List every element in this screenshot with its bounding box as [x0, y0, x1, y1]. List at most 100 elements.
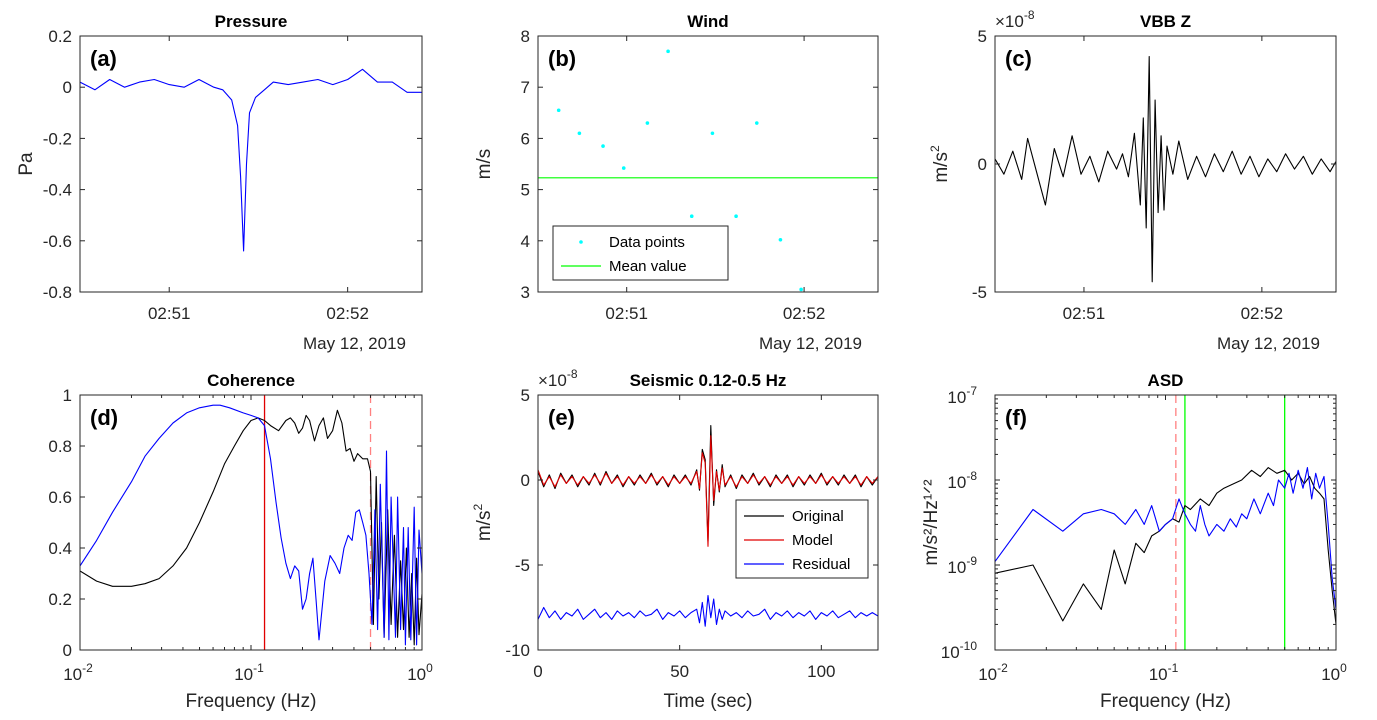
x-tick-label-base: 10 — [63, 665, 82, 684]
y-tick-label: 5 — [521, 386, 530, 405]
y-tick-label: -0.6 — [43, 232, 72, 251]
x-tick-label-base: 10 — [234, 665, 253, 684]
data-point — [734, 214, 738, 219]
x-tick-label: 10-2 — [63, 661, 93, 684]
legend-box — [552, 225, 729, 281]
legend-entry: Data points — [609, 234, 685, 251]
y-axis-label-exponent: 2 — [471, 504, 485, 511]
data-point — [710, 131, 715, 136]
y-tick-label-exponent: -10 — [960, 639, 978, 653]
y-tick-label: 0 — [63, 78, 72, 97]
panel-label: (c) — [1005, 46, 1032, 71]
x-tick-label-exponent: -2 — [997, 661, 1008, 675]
data-point — [621, 166, 626, 170]
x-tick-label: 02:51 — [148, 304, 191, 323]
plot-content — [995, 55, 1336, 283]
y-axis-label: m/s²/Hz¹ᐟ² — [921, 479, 942, 565]
y-axis-label: m/s — [474, 149, 495, 180]
data-point — [556, 108, 561, 113]
plot-area — [995, 395, 1336, 650]
legend-entry: Mean value — [609, 258, 687, 275]
y-axis-label: m/s2 — [471, 504, 495, 542]
legend-marker — [579, 240, 583, 244]
x-tick-label-exponent: 0 — [1340, 661, 1347, 675]
y-tick-label: 0.2 — [48, 590, 72, 609]
x-tick-label: 100 — [407, 661, 433, 684]
axis-exponent-base: ×10 — [538, 371, 567, 390]
y-tick-label: 4 — [521, 232, 530, 251]
y-tick-label: 0.2 — [48, 27, 72, 46]
x-tick-label: 100 — [807, 662, 835, 681]
x-tick-label-base: 10 — [407, 665, 426, 684]
x-axis-label: Time (sec) — [663, 691, 752, 712]
legend-entry: Original — [792, 508, 844, 525]
y-tick-label: 0 — [978, 155, 987, 174]
y-tick-label: -5 — [972, 283, 987, 302]
date-label: May 12, 2019 — [303, 334, 406, 353]
legend-box — [735, 499, 869, 579]
panel-c: -5 0 5 02:51 02:52 VBB Z (c) ×10-8 May 12, 2019 m… — [928, 8, 1337, 353]
data-point — [645, 121, 650, 125]
y-tick-label: 5 — [978, 27, 987, 46]
y-tick-label-base: 10 — [947, 473, 966, 492]
panel-a: -0.8 -0.6 -0.4 -0.2 0 0.2 02:51 02:52 Pressure (a… — [16, 12, 423, 353]
y-tick-label-exponent: -7 — [966, 384, 977, 398]
plot-area — [80, 36, 422, 292]
axis-exponent-exponent: -8 — [1024, 8, 1035, 22]
x-tick-label-exponent: -2 — [82, 661, 93, 675]
y-tick-label: 0 — [63, 641, 72, 660]
axes-box — [537, 394, 879, 651]
x-tick-label: 02:51 — [605, 304, 648, 323]
y-tick-label: 0.8 — [48, 437, 72, 456]
data-point — [601, 144, 605, 148]
data-point — [577, 131, 582, 136]
series-line-0 — [995, 55, 1336, 283]
y-tick-label: 10-10 — [941, 639, 978, 662]
y-axis-label-exponent: 2 — [928, 145, 942, 152]
y-tick-label: 7 — [521, 78, 530, 97]
panel-title: Coherence — [207, 371, 295, 390]
date-label: May 12, 2019 — [759, 334, 862, 353]
y-tick-label: 10-8 — [947, 469, 977, 492]
x-tick-label-exponent: 0 — [426, 661, 433, 675]
x-tick-label: 10-1 — [234, 661, 264, 684]
panel-title: Pressure — [215, 12, 288, 31]
x-tick-label: 02:52 — [1241, 304, 1284, 323]
data-point — [799, 287, 803, 292]
x-tick-label: 0 — [533, 662, 542, 681]
legend-entry: Model — [792, 532, 833, 549]
y-tick-label: 6 — [521, 129, 530, 148]
series-line-0 — [80, 68, 422, 252]
x-tick-label: 100 — [1321, 661, 1347, 684]
series-line-1 — [995, 467, 1336, 610]
y-tick-label: -0.2 — [43, 129, 72, 148]
y-tick-label-base: 10 — [947, 388, 966, 407]
y-tick-label: 0 — [521, 471, 530, 490]
y-tick-label: 10-7 — [947, 384, 977, 407]
plot-area — [995, 36, 1336, 292]
y-tick-label: -0.8 — [43, 283, 72, 302]
panel-label: (a) — [90, 46, 117, 71]
y-tick-label-base: 10 — [947, 558, 966, 577]
panel-label: (f) — [1005, 405, 1027, 430]
panel-title: ASD — [1148, 371, 1184, 390]
y-tick-label: 10-9 — [947, 554, 977, 577]
legend: Data points Mean value — [552, 225, 729, 281]
x-axis-label: Frequency (Hz) — [1100, 691, 1231, 712]
panel-b: 3 4 5 6 7 8 02:51 02:52 Wind (b) May 12, 2019 m/s Da… — [474, 12, 879, 353]
legend-entry: Residual — [792, 556, 850, 573]
x-tick-label: 10-1 — [1149, 661, 1179, 684]
plot-content — [80, 68, 422, 252]
y-tick-label: -5 — [515, 556, 530, 575]
panel-title: Wind — [687, 12, 728, 31]
axis-exponent-exponent: -8 — [567, 367, 578, 381]
y-axis-label: Pa — [16, 152, 37, 176]
series-line-model — [538, 435, 878, 547]
axis-exponent: ×10-8 — [538, 367, 578, 390]
plot-content — [538, 49, 878, 292]
x-tick-label-base: 10 — [978, 665, 997, 684]
panel-title: Seismic 0.12-0.5 Hz — [630, 371, 787, 390]
y-tick-label: 8 — [521, 27, 530, 46]
